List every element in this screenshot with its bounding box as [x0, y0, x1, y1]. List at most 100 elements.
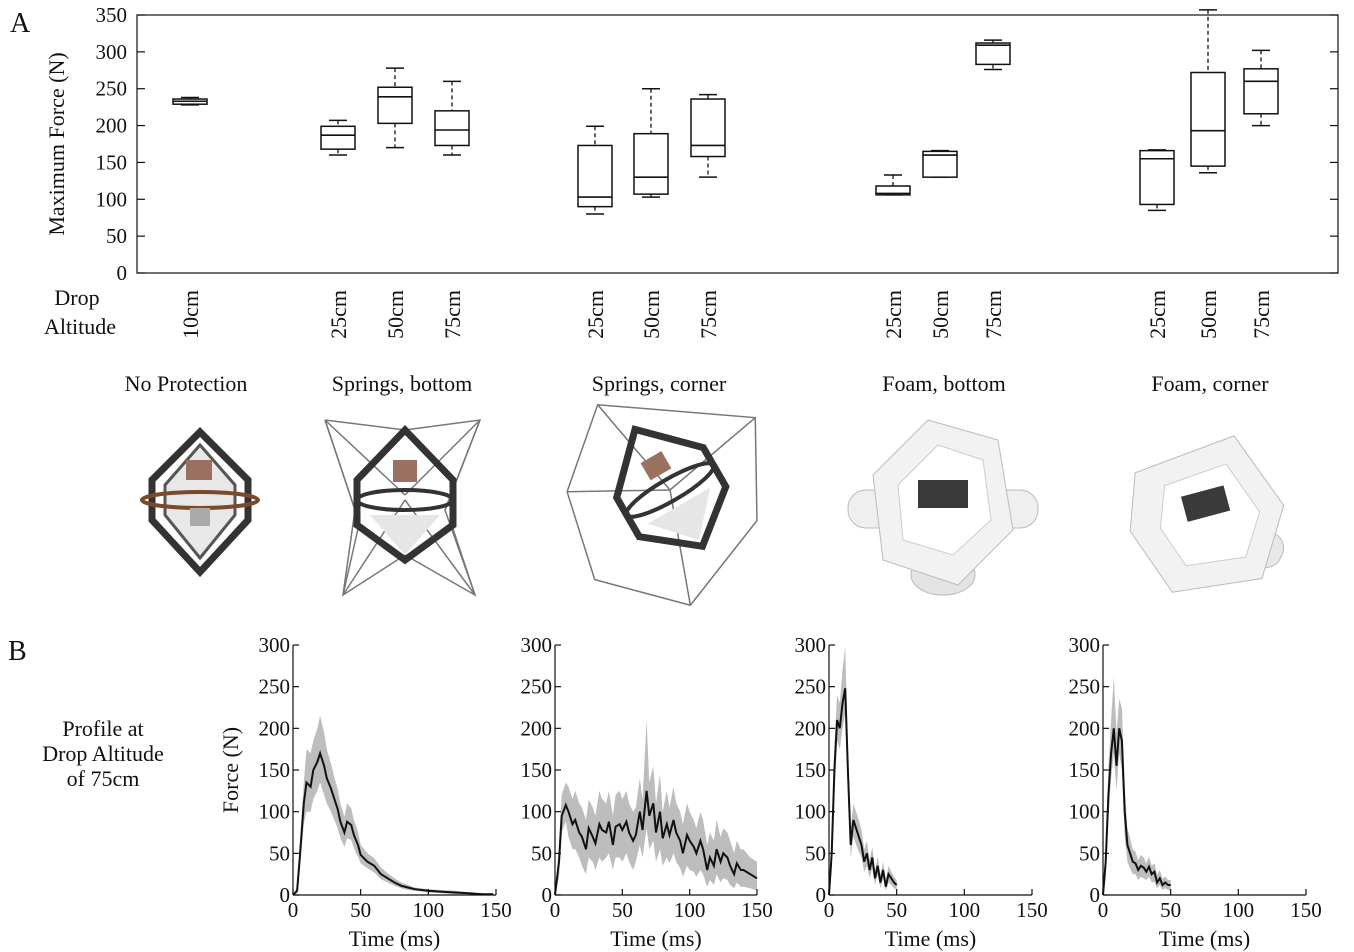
y-tick-label: 200	[795, 716, 827, 740]
x-tick-label: 75cm	[981, 290, 1006, 339]
y-tick-label: 150	[259, 758, 291, 782]
box	[377, 67, 413, 149]
x-axis-title: Time (ms)	[1159, 926, 1250, 951]
cage-photos	[140, 403, 1285, 607]
x-tick-label: 50cm	[1196, 290, 1221, 339]
y-tick-label: 300	[521, 633, 553, 657]
iqr-box	[1139, 149, 1175, 206]
x-tick-label: 50cm	[639, 290, 664, 339]
x-tick-label: 50	[350, 898, 371, 922]
x-tick-label: 50	[612, 898, 633, 922]
x-tick-label: 150	[741, 898, 773, 922]
x-tick-label: 50	[1160, 898, 1181, 922]
std-band	[1103, 676, 1171, 895]
y-tick-label: 100	[96, 187, 128, 211]
x-tick-label: 25cm	[1145, 290, 1170, 339]
y-tick-label: 0	[542, 883, 553, 907]
y-tick-label: 50	[106, 224, 127, 248]
y-tick-label: 50	[531, 841, 552, 865]
y-tick-label: 100	[521, 800, 553, 824]
iqr-box	[1190, 71, 1226, 167]
box	[922, 149, 958, 178]
x-tick-label: 150	[1016, 898, 1048, 922]
x-tick-label: 0	[288, 898, 299, 922]
x-tick-label: 100	[413, 898, 445, 922]
group-label: No Protection	[125, 371, 248, 396]
box	[975, 39, 1011, 71]
y-tick-label: 250	[1069, 675, 1101, 699]
y-tick-label: 200	[1069, 716, 1101, 740]
y-tick-label: 150	[521, 758, 553, 782]
y-tick-label: 0	[280, 883, 291, 907]
std-band	[555, 720, 757, 895]
box	[875, 174, 911, 196]
box	[1190, 9, 1226, 174]
box	[320, 119, 356, 156]
cage-photo-foam-bottom	[847, 419, 1039, 596]
x-tick-label: 0	[550, 898, 561, 922]
side-label-line-3: of 75cm	[67, 766, 140, 791]
y-tick-label: 200	[96, 114, 128, 138]
iqr-box	[975, 42, 1011, 66]
box	[434, 80, 470, 156]
x-tick-label: 100	[1223, 898, 1255, 922]
iqr-box	[377, 86, 413, 125]
box	[1243, 49, 1279, 127]
y-tick-label: 250	[521, 675, 553, 699]
iqr-box	[320, 125, 356, 150]
y-tick-label: 0	[117, 261, 128, 285]
side-label: Profile at Drop Altitude of 75cm	[42, 716, 164, 791]
iqr-box	[875, 185, 911, 196]
y-tick-label: 300	[96, 40, 128, 64]
y-tick-label: 0	[816, 883, 827, 907]
profile-panel: 0 50 100 150 200 250 300 0 50 100 150 Time (ms)	[259, 633, 512, 951]
y-tick-label: 100	[259, 800, 291, 824]
cage-photo-springs-bottom	[324, 419, 482, 597]
cage-photo-springs-corner	[566, 403, 758, 607]
x-tick-label: 75cm	[440, 290, 465, 339]
y-tick-label: 200	[521, 716, 553, 740]
iqr-box	[1243, 68, 1279, 115]
force-profiles: 0 50 100 150 200 250 300 0 50 100 150 Time (ms) 0 50 1…	[259, 633, 1322, 951]
y-tick-label: 250	[795, 675, 827, 699]
x-tick-label: 25cm	[583, 290, 608, 339]
x-axis-title-line-2: Altitude	[44, 314, 116, 339]
x-axis-title-line-1: Drop	[54, 285, 99, 310]
y-axis-title: Maximum Force (N)	[44, 52, 69, 235]
x-tick-label: 0	[824, 898, 835, 922]
mean-line	[828, 688, 898, 896]
plot-frame	[136, 14, 1339, 274]
y-tick-label: 50	[1079, 841, 1100, 865]
std-band	[293, 715, 494, 895]
y-tick-label: 250	[96, 77, 128, 101]
y-tick-label: 50	[805, 841, 826, 865]
group-label: Foam, corner	[1151, 371, 1269, 396]
profile-panel: 0 50 100 150 200 250 300 0 50 100 150 Time (ms)	[1069, 633, 1322, 951]
iqr-box	[434, 110, 470, 147]
side-label-line-2: Drop Altitude	[42, 741, 164, 766]
panel-label-b: B	[8, 636, 27, 667]
y-tick-label: 150	[795, 758, 827, 782]
mean-line	[1102, 728, 1171, 896]
boxplot-chart: 0 50 100 150 200 250 300 350 Maximum Force (N) Dr…	[44, 3, 1339, 396]
x-axis-title: Time (ms)	[610, 926, 701, 951]
y-tick-label: 250	[259, 675, 291, 699]
x-axis-title: Time (ms)	[349, 926, 440, 951]
box	[690, 93, 726, 178]
y-tick-label: 100	[1069, 800, 1101, 824]
iqr-box	[690, 98, 726, 158]
x-tick-label: 50cm	[928, 290, 953, 339]
y-tick-label: 0	[1090, 883, 1101, 907]
panel-label-a: A	[10, 8, 31, 39]
y-tick-label: 300	[1069, 633, 1101, 657]
mean-line	[292, 750, 494, 896]
cage-photo-no-protection	[140, 427, 260, 578]
y-tick-label: 150	[1069, 758, 1101, 782]
y-tick-label: 50	[269, 841, 290, 865]
y-tick-label: 100	[795, 800, 827, 824]
y-tick-label: 300	[795, 633, 827, 657]
profile-panel: 0 50 100 150 200 250 300 0 50 100 150 Time (ms)	[521, 633, 773, 951]
x-tick-label: 75cm	[696, 290, 721, 339]
x-tick-label: 50cm	[383, 290, 408, 339]
